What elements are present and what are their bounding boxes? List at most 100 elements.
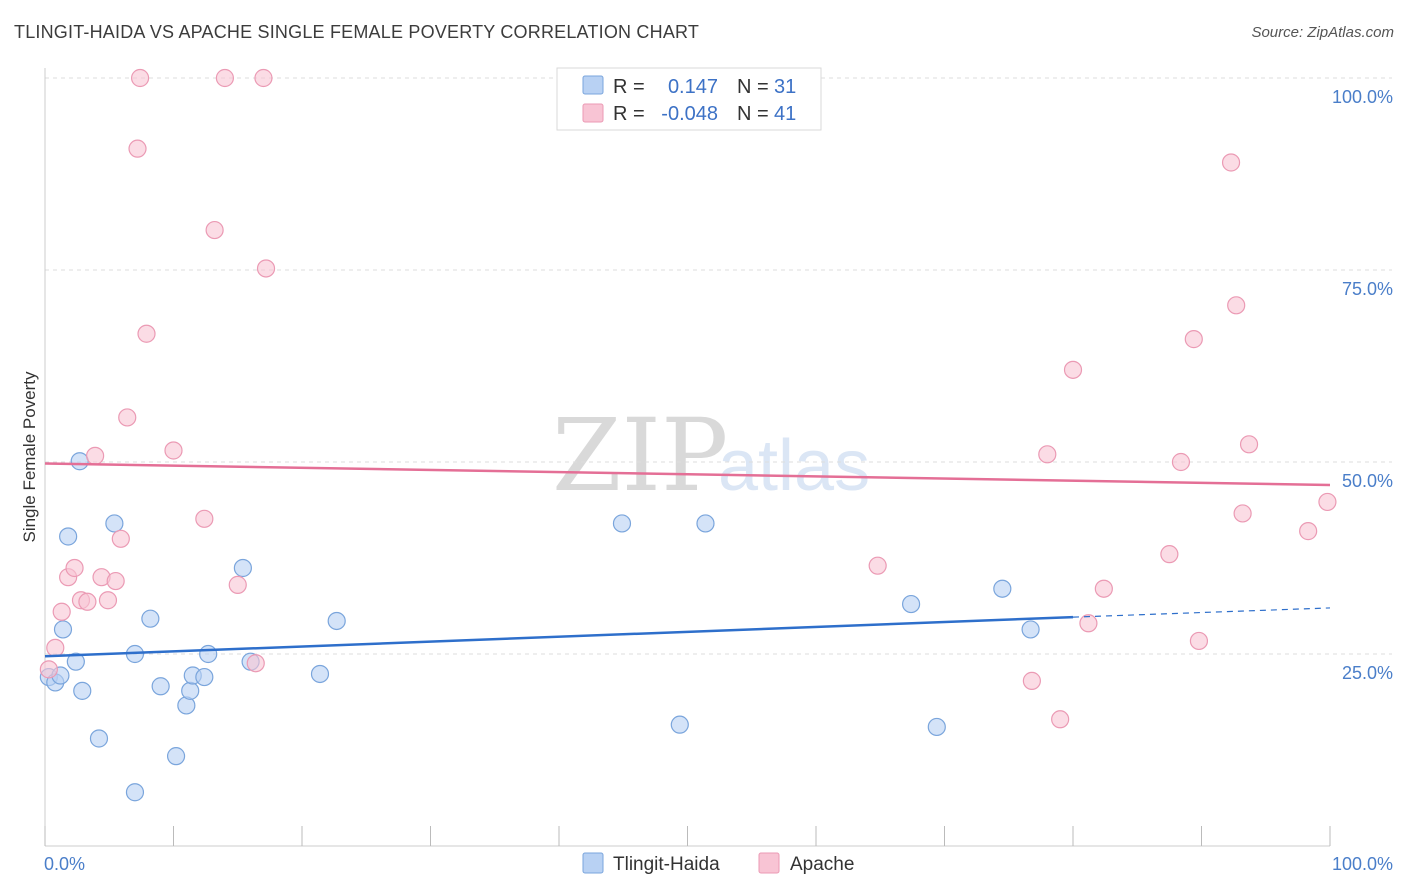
axes	[44, 68, 1331, 847]
bottom-legend-label-tlingit-haida: Tlingit-Haida	[613, 854, 720, 875]
y-tick-labels: 25.0% 50.0% 75.0% 100.0%	[1332, 87, 1393, 683]
bottom-legend-swatch-apache	[758, 852, 780, 874]
tlingit-haida-point	[66, 652, 85, 671]
tlingit-haida-point	[195, 667, 214, 687]
tlingit-haida-point	[1021, 620, 1040, 639]
apache-point	[1051, 710, 1070, 729]
apache-point	[1063, 360, 1083, 379]
apache-point	[137, 324, 156, 343]
bottom-legend-label-apache: Apache	[790, 854, 854, 875]
apache-point	[195, 509, 214, 528]
tlingit-haida-point	[53, 620, 73, 639]
tlingit-haida-point	[233, 558, 252, 578]
tlingit-haida-point	[141, 609, 160, 628]
apache-point	[215, 68, 234, 88]
tlingit-haida-point	[670, 715, 689, 734]
y-tick-label: 75.0%	[1342, 279, 1393, 299]
apache-point	[254, 68, 273, 88]
y-tick-label: 100.0%	[1332, 87, 1393, 107]
apache-point	[1221, 153, 1241, 172]
apache-point	[868, 556, 887, 575]
legend-n-label-tlingit: N =	[737, 76, 769, 98]
y-tick-label: 50.0%	[1342, 471, 1393, 491]
apache-point	[1318, 492, 1337, 512]
apache-point	[228, 575, 247, 594]
apache-point	[1299, 522, 1318, 541]
apache-point	[205, 220, 224, 240]
apache-point	[1022, 671, 1041, 690]
apache-point	[1171, 452, 1191, 472]
apache-point	[1079, 614, 1098, 633]
tlingit-haida-point	[70, 452, 89, 471]
apache-point	[256, 259, 276, 278]
apache-point	[98, 591, 118, 610]
tlingit-haida-point	[73, 681, 92, 700]
tlingit-haida-point	[310, 664, 330, 684]
apache-point	[106, 571, 125, 591]
x-tick-label: 100.0%	[1332, 854, 1393, 874]
tlingit-haida-point	[181, 681, 200, 700]
apache-point	[46, 638, 65, 657]
legend-r-value-apache: -0.048	[661, 103, 718, 125]
tlingit-haida-point	[125, 783, 145, 802]
tlingit-haida-point	[151, 677, 170, 696]
apache-point	[1227, 296, 1246, 315]
apache-point	[1233, 504, 1252, 523]
tlingit-haida-point	[327, 611, 346, 631]
apache-point	[111, 529, 130, 548]
tlingit-haida-trend-line	[44, 615, 1074, 658]
apache-point	[1184, 330, 1203, 349]
x-tick-labels: 0.0% 100.0%	[44, 854, 1393, 874]
apache-point	[65, 558, 84, 578]
tlingit-haida-point	[901, 594, 921, 614]
tlingit-haida-point	[105, 514, 124, 533]
series-legend: Tlingit-Haida Apache	[582, 852, 854, 875]
tlingit-haida-point	[612, 514, 632, 533]
x-tick-label: 0.0%	[44, 854, 85, 874]
apache-point	[1189, 631, 1209, 651]
watermark-atlas: atlas	[718, 426, 870, 506]
legend-swatch-tlingit-haida	[582, 75, 604, 95]
tlingit-haida-points	[39, 452, 1040, 802]
tlingit-haida-point	[199, 644, 218, 664]
apache-point	[118, 408, 137, 427]
apache-point	[246, 654, 265, 673]
watermark-zip: ZIP	[552, 397, 728, 514]
apache-point	[86, 446, 105, 465]
apache-points	[39, 68, 1337, 729]
tlingit-haida-point	[89, 729, 109, 748]
apache-point	[128, 139, 147, 158]
apache-point	[1094, 579, 1113, 598]
bottom-legend-swatch-tlingit-haida	[582, 852, 604, 874]
legend-swatch-apache	[582, 103, 604, 123]
tlingit-haida-point	[166, 747, 186, 766]
apache-point	[1160, 545, 1179, 564]
apache-trend-line	[44, 462, 1331, 487]
legend-n-value-tlingit: 31	[774, 76, 796, 98]
apache-point	[39, 660, 58, 679]
legend-n-label-apache: N =	[737, 103, 769, 125]
legend-r-label-tlingit: R =	[613, 76, 645, 98]
watermark: ZIP atlas	[552, 397, 870, 514]
tlingit-haida-point	[927, 717, 946, 737]
apache-point	[130, 68, 150, 88]
apache-point	[1239, 435, 1259, 454]
tlingit-haida-point	[59, 527, 78, 546]
legend-r-label-apache: R =	[613, 103, 645, 125]
chart-title: TLINGIT-HAIDA VS APACHE SINGLE FEMALE PO…	[14, 22, 700, 42]
apache-point	[52, 602, 71, 621]
chart-source: Source: ZipAtlas.com	[1251, 24, 1394, 41]
apache-point	[164, 441, 183, 460]
legend-n-value-apache: 41	[774, 103, 796, 125]
apache-point	[78, 592, 97, 611]
trend-lines	[44, 462, 1331, 658]
apache-point	[1038, 445, 1057, 464]
tlingit-haida-point	[993, 579, 1012, 598]
legend-r-value-tlingit: 0.147	[668, 76, 718, 98]
correlation-legend: R = 0.147 N = 31 R = -0.048 N = 41	[556, 67, 822, 131]
tlingit-haida-point	[696, 514, 715, 533]
tlingit-haida-trend-extension	[1072, 607, 1331, 618]
y-tick-label: 25.0%	[1342, 663, 1393, 683]
y-axis-label: Single Female Poverty	[20, 371, 39, 543]
